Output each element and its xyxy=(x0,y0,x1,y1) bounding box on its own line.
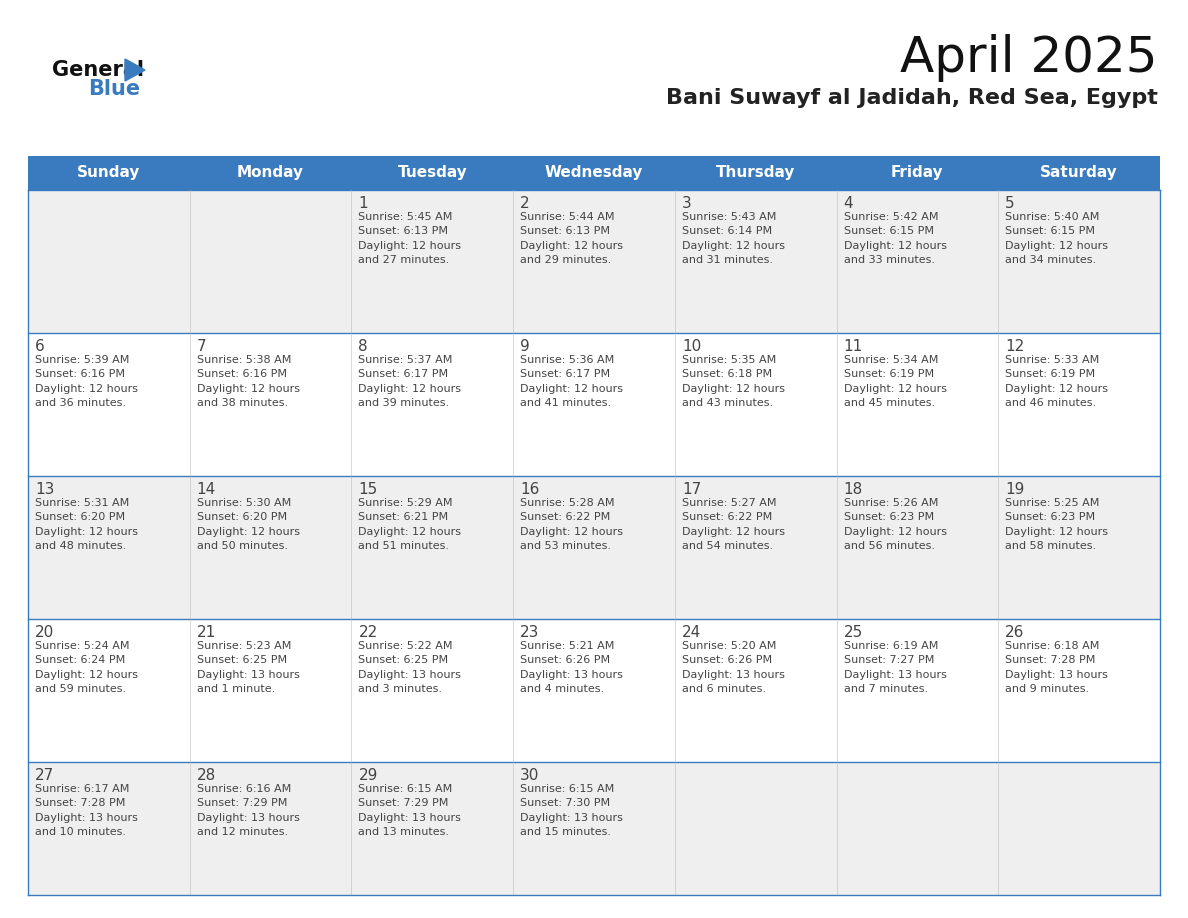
Text: General: General xyxy=(52,60,144,80)
Text: Tuesday: Tuesday xyxy=(398,165,467,181)
Text: Sunrise: 6:15 AM
Sunset: 7:29 PM
Daylight: 13 hours
and 13 minutes.: Sunrise: 6:15 AM Sunset: 7:29 PM Dayligh… xyxy=(359,784,461,837)
Bar xyxy=(29,156,1159,190)
Text: Sunrise: 5:42 AM
Sunset: 6:15 PM
Daylight: 12 hours
and 33 minutes.: Sunrise: 5:42 AM Sunset: 6:15 PM Dayligh… xyxy=(843,212,947,265)
Bar xyxy=(29,190,1159,333)
Text: Sunday: Sunday xyxy=(77,165,140,181)
Text: Sunrise: 5:35 AM
Sunset: 6:18 PM
Daylight: 12 hours
and 43 minutes.: Sunrise: 5:35 AM Sunset: 6:18 PM Dayligh… xyxy=(682,355,785,409)
Text: 19: 19 xyxy=(1005,482,1025,497)
Text: 24: 24 xyxy=(682,625,701,640)
Text: Sunrise: 5:37 AM
Sunset: 6:17 PM
Daylight: 12 hours
and 39 minutes.: Sunrise: 5:37 AM Sunset: 6:17 PM Dayligh… xyxy=(359,355,461,409)
Text: Sunrise: 5:36 AM
Sunset: 6:17 PM
Daylight: 12 hours
and 41 minutes.: Sunrise: 5:36 AM Sunset: 6:17 PM Dayligh… xyxy=(520,355,624,409)
Text: Sunrise: 5:29 AM
Sunset: 6:21 PM
Daylight: 12 hours
and 51 minutes.: Sunrise: 5:29 AM Sunset: 6:21 PM Dayligh… xyxy=(359,498,461,551)
Text: 11: 11 xyxy=(843,339,862,354)
Text: 20: 20 xyxy=(34,625,55,640)
Text: Sunrise: 6:19 AM
Sunset: 7:27 PM
Daylight: 13 hours
and 7 minutes.: Sunrise: 6:19 AM Sunset: 7:27 PM Dayligh… xyxy=(843,641,947,694)
Text: 28: 28 xyxy=(197,768,216,783)
Text: Monday: Monday xyxy=(238,165,304,181)
Bar xyxy=(29,762,1159,895)
Text: Thursday: Thursday xyxy=(716,165,796,181)
Text: 3: 3 xyxy=(682,196,691,211)
Text: Sunrise: 5:40 AM
Sunset: 6:15 PM
Daylight: 12 hours
and 34 minutes.: Sunrise: 5:40 AM Sunset: 6:15 PM Dayligh… xyxy=(1005,212,1108,265)
Text: Sunrise: 5:28 AM
Sunset: 6:22 PM
Daylight: 12 hours
and 53 minutes.: Sunrise: 5:28 AM Sunset: 6:22 PM Dayligh… xyxy=(520,498,624,551)
Text: 27: 27 xyxy=(34,768,55,783)
Text: 14: 14 xyxy=(197,482,216,497)
Text: Sunrise: 5:20 AM
Sunset: 6:26 PM
Daylight: 13 hours
and 6 minutes.: Sunrise: 5:20 AM Sunset: 6:26 PM Dayligh… xyxy=(682,641,785,694)
Bar xyxy=(29,619,1159,762)
Text: Sunrise: 5:39 AM
Sunset: 6:16 PM
Daylight: 12 hours
and 36 minutes.: Sunrise: 5:39 AM Sunset: 6:16 PM Dayligh… xyxy=(34,355,138,409)
Text: Sunrise: 6:18 AM
Sunset: 7:28 PM
Daylight: 13 hours
and 9 minutes.: Sunrise: 6:18 AM Sunset: 7:28 PM Dayligh… xyxy=(1005,641,1108,694)
Text: Sunrise: 5:30 AM
Sunset: 6:20 PM
Daylight: 12 hours
and 50 minutes.: Sunrise: 5:30 AM Sunset: 6:20 PM Dayligh… xyxy=(197,498,299,551)
Text: Sunrise: 5:43 AM
Sunset: 6:14 PM
Daylight: 12 hours
and 31 minutes.: Sunrise: 5:43 AM Sunset: 6:14 PM Dayligh… xyxy=(682,212,785,265)
Text: Sunrise: 5:27 AM
Sunset: 6:22 PM
Daylight: 12 hours
and 54 minutes.: Sunrise: 5:27 AM Sunset: 6:22 PM Dayligh… xyxy=(682,498,785,551)
Text: 7: 7 xyxy=(197,339,207,354)
Text: Blue: Blue xyxy=(88,79,140,99)
Text: 30: 30 xyxy=(520,768,539,783)
Text: Sunrise: 5:38 AM
Sunset: 6:16 PM
Daylight: 12 hours
and 38 minutes.: Sunrise: 5:38 AM Sunset: 6:16 PM Dayligh… xyxy=(197,355,299,409)
Text: Sunrise: 5:21 AM
Sunset: 6:26 PM
Daylight: 13 hours
and 4 minutes.: Sunrise: 5:21 AM Sunset: 6:26 PM Dayligh… xyxy=(520,641,623,694)
Text: 16: 16 xyxy=(520,482,539,497)
Text: 22: 22 xyxy=(359,625,378,640)
Polygon shape xyxy=(125,59,145,81)
Text: April 2025: April 2025 xyxy=(901,34,1158,82)
Text: Friday: Friday xyxy=(891,165,943,181)
Text: 5: 5 xyxy=(1005,196,1015,211)
Text: 8: 8 xyxy=(359,339,368,354)
Text: Sunrise: 5:22 AM
Sunset: 6:25 PM
Daylight: 13 hours
and 3 minutes.: Sunrise: 5:22 AM Sunset: 6:25 PM Dayligh… xyxy=(359,641,461,694)
Bar xyxy=(29,476,1159,619)
Text: 17: 17 xyxy=(682,482,701,497)
Text: 4: 4 xyxy=(843,196,853,211)
Text: Sunrise: 5:31 AM
Sunset: 6:20 PM
Daylight: 12 hours
and 48 minutes.: Sunrise: 5:31 AM Sunset: 6:20 PM Dayligh… xyxy=(34,498,138,551)
Text: 15: 15 xyxy=(359,482,378,497)
Text: 13: 13 xyxy=(34,482,55,497)
Text: 1: 1 xyxy=(359,196,368,211)
Text: 29: 29 xyxy=(359,768,378,783)
Text: Sunrise: 6:15 AM
Sunset: 7:30 PM
Daylight: 13 hours
and 15 minutes.: Sunrise: 6:15 AM Sunset: 7:30 PM Dayligh… xyxy=(520,784,623,837)
Text: Sunrise: 5:34 AM
Sunset: 6:19 PM
Daylight: 12 hours
and 45 minutes.: Sunrise: 5:34 AM Sunset: 6:19 PM Dayligh… xyxy=(843,355,947,409)
Text: 23: 23 xyxy=(520,625,539,640)
Text: 26: 26 xyxy=(1005,625,1025,640)
Text: Sunrise: 5:23 AM
Sunset: 6:25 PM
Daylight: 13 hours
and 1 minute.: Sunrise: 5:23 AM Sunset: 6:25 PM Dayligh… xyxy=(197,641,299,694)
Text: Sunrise: 5:24 AM
Sunset: 6:24 PM
Daylight: 12 hours
and 59 minutes.: Sunrise: 5:24 AM Sunset: 6:24 PM Dayligh… xyxy=(34,641,138,694)
Text: Sunrise: 5:33 AM
Sunset: 6:19 PM
Daylight: 12 hours
and 46 minutes.: Sunrise: 5:33 AM Sunset: 6:19 PM Dayligh… xyxy=(1005,355,1108,409)
Text: Sunrise: 5:25 AM
Sunset: 6:23 PM
Daylight: 12 hours
and 58 minutes.: Sunrise: 5:25 AM Sunset: 6:23 PM Dayligh… xyxy=(1005,498,1108,551)
Text: Wednesday: Wednesday xyxy=(545,165,643,181)
Text: Sunrise: 6:17 AM
Sunset: 7:28 PM
Daylight: 13 hours
and 10 minutes.: Sunrise: 6:17 AM Sunset: 7:28 PM Dayligh… xyxy=(34,784,138,837)
Text: 10: 10 xyxy=(682,339,701,354)
Text: 18: 18 xyxy=(843,482,862,497)
Text: 12: 12 xyxy=(1005,339,1024,354)
Text: 25: 25 xyxy=(843,625,862,640)
Text: 2: 2 xyxy=(520,196,530,211)
Text: 9: 9 xyxy=(520,339,530,354)
Text: Bani Suwayf al Jadidah, Red Sea, Egypt: Bani Suwayf al Jadidah, Red Sea, Egypt xyxy=(666,88,1158,108)
Text: Sunrise: 6:16 AM
Sunset: 7:29 PM
Daylight: 13 hours
and 12 minutes.: Sunrise: 6:16 AM Sunset: 7:29 PM Dayligh… xyxy=(197,784,299,837)
Text: Sunrise: 5:26 AM
Sunset: 6:23 PM
Daylight: 12 hours
and 56 minutes.: Sunrise: 5:26 AM Sunset: 6:23 PM Dayligh… xyxy=(843,498,947,551)
Text: Sunrise: 5:45 AM
Sunset: 6:13 PM
Daylight: 12 hours
and 27 minutes.: Sunrise: 5:45 AM Sunset: 6:13 PM Dayligh… xyxy=(359,212,461,265)
Text: Saturday: Saturday xyxy=(1041,165,1118,181)
Text: 21: 21 xyxy=(197,625,216,640)
Text: 6: 6 xyxy=(34,339,45,354)
Text: Sunrise: 5:44 AM
Sunset: 6:13 PM
Daylight: 12 hours
and 29 minutes.: Sunrise: 5:44 AM Sunset: 6:13 PM Dayligh… xyxy=(520,212,624,265)
Bar xyxy=(29,333,1159,476)
